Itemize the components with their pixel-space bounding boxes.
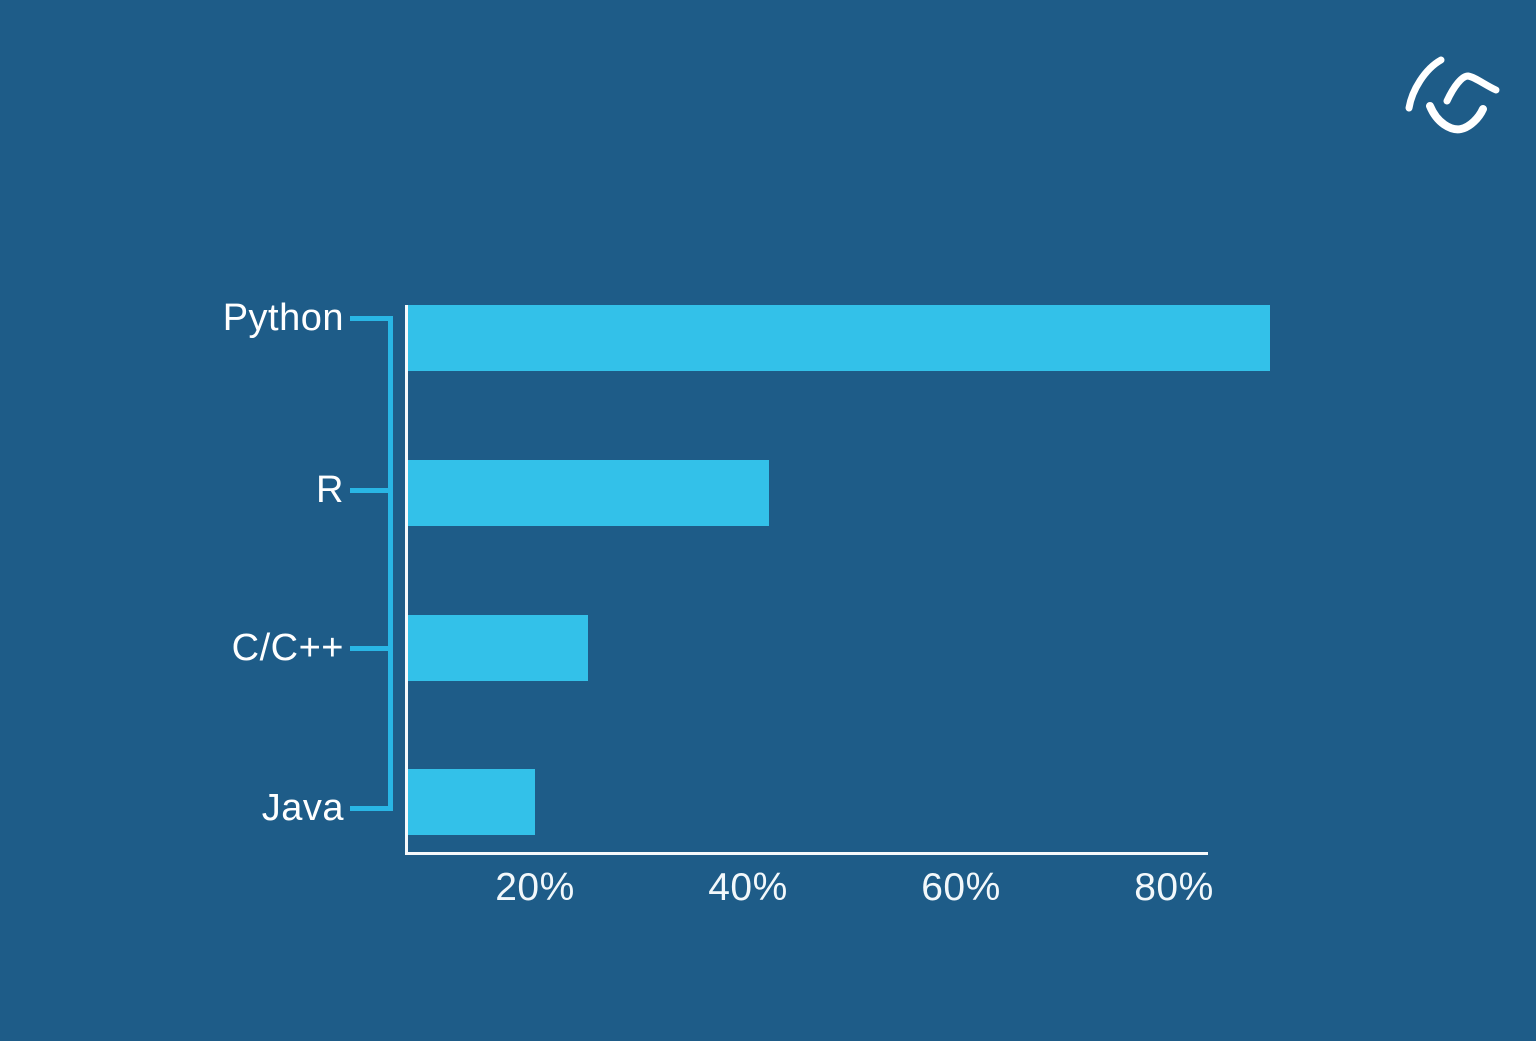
brand-logo: [1405, 56, 1500, 134]
category-label-python: Python: [222, 297, 344, 339]
y-axis-line: [405, 305, 408, 855]
category-tick-python: [350, 315, 393, 321]
category-label-c-c: C/C++: [231, 627, 344, 669]
category-tick-r: [350, 487, 393, 493]
logo-smile-swoosh: [1426, 102, 1487, 134]
bar-python: [408, 305, 1270, 371]
category-tick-java: [350, 805, 393, 811]
category-label-java: Java: [261, 787, 344, 829]
x-tick-label-20pct: 20%: [495, 866, 575, 909]
x-tick-label-40pct: 40%: [708, 866, 788, 909]
logo-left-swoosh: [1405, 56, 1445, 112]
x-axis-line: [405, 852, 1208, 855]
logo-caret-swoosh: [1443, 72, 1500, 105]
category-bracket-line: [388, 315, 393, 811]
bar-c-c: [408, 614, 589, 681]
x-tick-label-80pct: 80%: [1134, 866, 1214, 909]
bar-java: [408, 768, 535, 835]
category-label-r: R: [316, 469, 344, 511]
category-tick-c-c: [350, 645, 393, 651]
x-tick-label-60pct: 60%: [921, 866, 1001, 909]
bar-r: [408, 459, 770, 526]
